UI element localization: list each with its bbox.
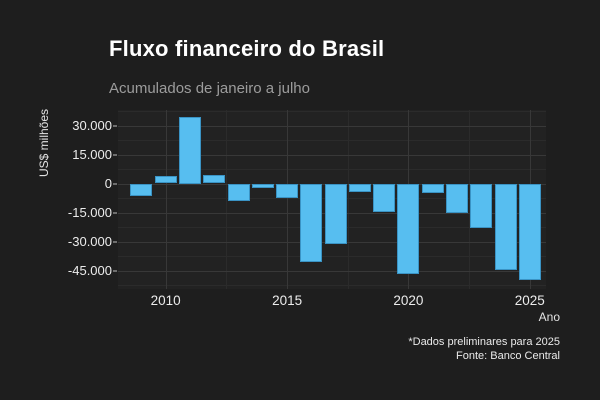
bar-2009	[130, 183, 153, 197]
gridline-x-minor	[347, 110, 349, 289]
gridline-x-minor	[469, 110, 471, 289]
y-tick-label: -45.000	[67, 262, 112, 278]
y-tick-mark	[113, 211, 117, 214]
bar-2017	[324, 183, 347, 244]
caption-note: *Dados preliminares para 2025	[408, 336, 560, 348]
bar-2012	[203, 174, 226, 184]
chart-title: Fluxo financeiro do Brasil	[109, 36, 385, 61]
x-axis-title: Ano	[538, 310, 560, 324]
x-tick-label: 2020	[393, 293, 424, 308]
bar-2025	[518, 183, 541, 281]
y-tick-mark	[113, 269, 117, 272]
y-tick-mark	[113, 240, 117, 243]
y-tick-mark	[113, 124, 117, 127]
y-tick-mark	[113, 182, 117, 185]
bar-2011	[179, 116, 201, 184]
y-tick-label: -30.000	[67, 233, 112, 249]
x-tick-label: 2010	[150, 293, 181, 308]
bar-2010	[154, 175, 177, 184]
gridline-y-minor	[118, 140, 546, 141]
y-tick-label: 30.000	[72, 117, 112, 133]
gridline-y-major	[118, 154, 546, 156]
y-tick-label: -15.000	[67, 204, 112, 220]
x-tick-label: 2025	[514, 293, 545, 308]
gridline-y-minor	[118, 285, 546, 287]
y-tick-label: 15.000	[72, 146, 112, 162]
bar-2023	[470, 183, 493, 228]
bar-2013	[227, 183, 250, 201]
gridline-y-minor	[118, 111, 546, 112]
chart-subtitle: Acumulados de janeiro a julho	[109, 80, 310, 97]
gridline-y-major	[118, 125, 546, 127]
bar-2022	[445, 183, 468, 213]
bar-2016	[300, 183, 323, 262]
bar-2020	[397, 183, 420, 274]
bar-2014	[251, 183, 274, 189]
gridline-x-major	[287, 110, 289, 289]
gridline-y-minor	[118, 169, 546, 170]
gridline-x-minor	[226, 110, 228, 289]
y-tick-mark	[113, 153, 117, 156]
gridline-y-minor	[118, 256, 546, 258]
caption-source: Fonte: Banco Central	[456, 349, 560, 362]
x-tick-label: 2015	[272, 293, 303, 308]
gridline-x-major	[165, 110, 167, 289]
bar-2024	[494, 183, 517, 270]
bar-2015	[276, 183, 299, 198]
plot-panel	[118, 110, 546, 289]
gridline-y-major	[118, 270, 546, 272]
bar-2018	[348, 183, 371, 193]
y-tick-label: 0	[104, 175, 112, 191]
bar-2021	[421, 183, 444, 194]
bar-2019	[373, 183, 396, 212]
chart-caption: *Dados preliminares para 2025 Fonte: Ban…	[408, 336, 560, 363]
